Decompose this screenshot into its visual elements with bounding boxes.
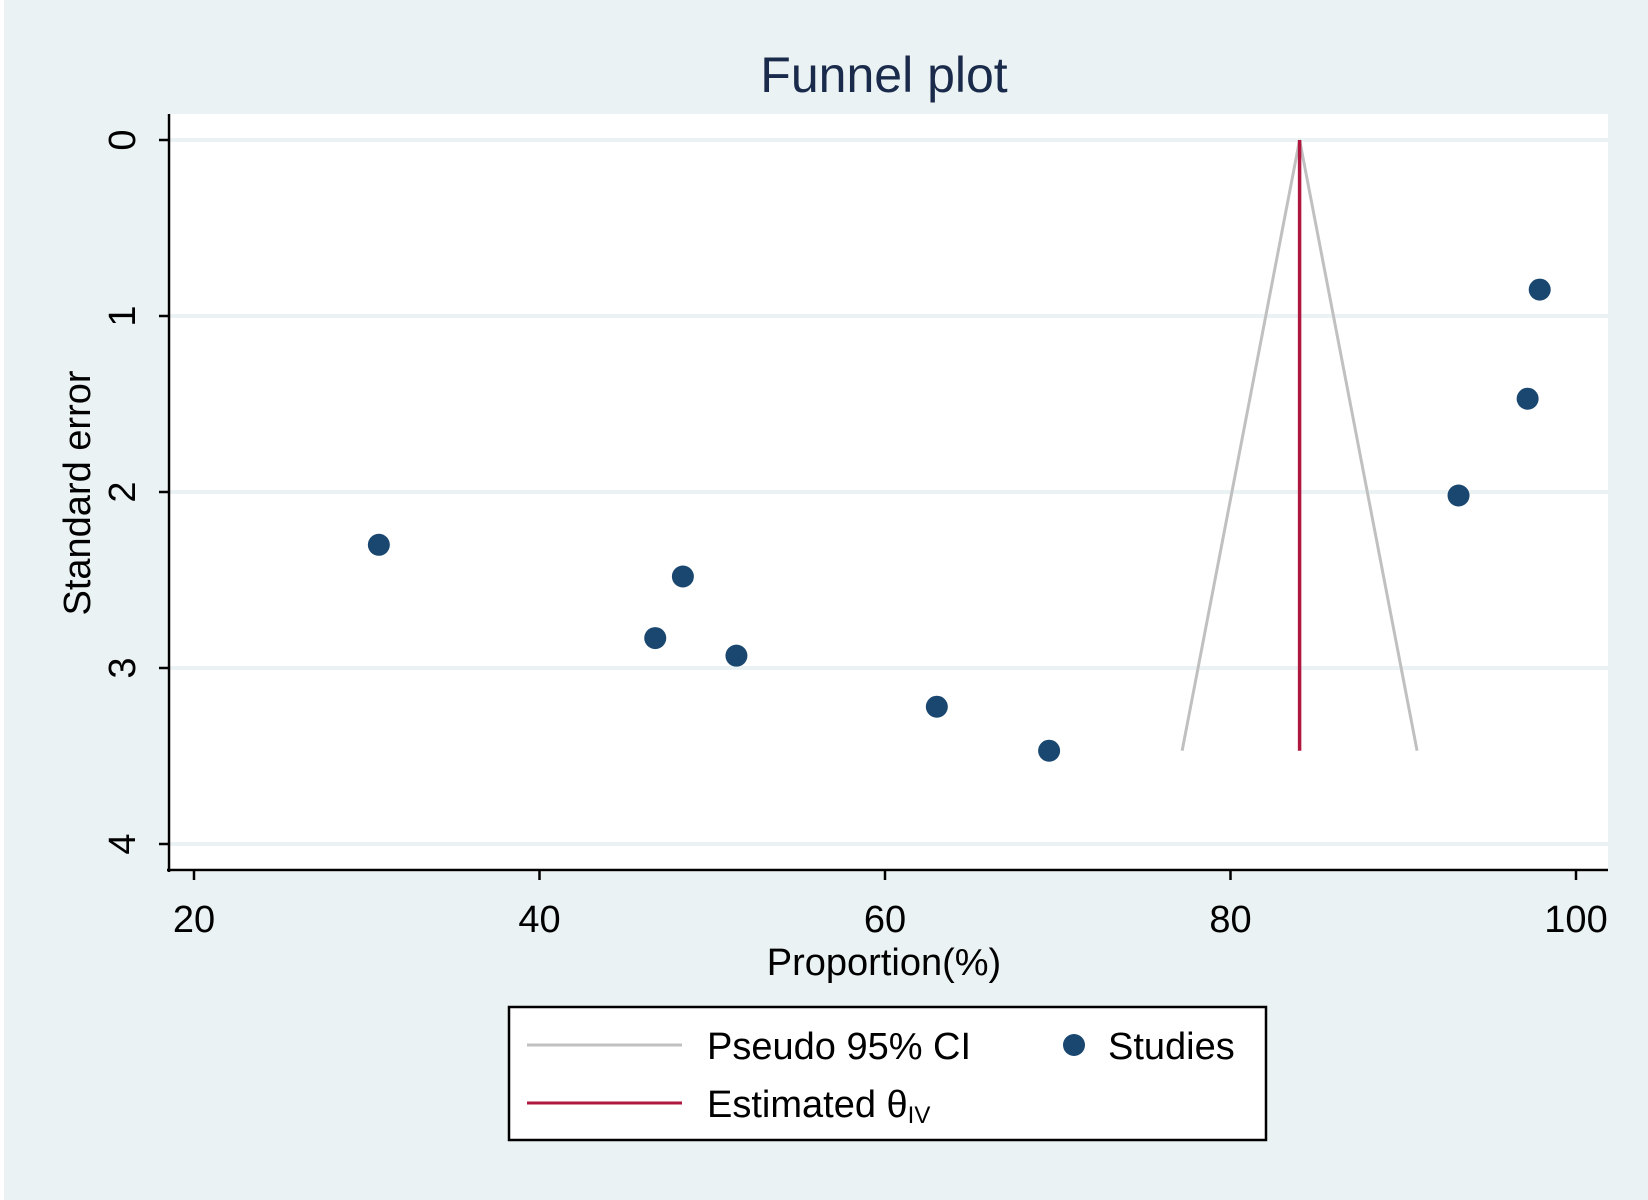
study-point-7 — [1516, 387, 1539, 410]
x-axis-label: Proportion(%) — [767, 942, 1001, 984]
legend-studies-swatch — [1063, 1034, 1085, 1056]
legend-estimate-subscript: IV — [908, 1102, 931, 1129]
y-tick-label-3: 3 — [102, 657, 144, 678]
x-tick-label-0: 20 — [173, 899, 215, 941]
chart-frame: Funnel plot 20 40 60 80 100 0 1 2 3 4 Proportion… — [4, 0, 1648, 1200]
y-ticks: 0 1 2 3 4 — [102, 129, 169, 855]
x-tick-label-1: 40 — [518, 899, 560, 941]
y-tick-label-1: 1 — [102, 305, 144, 326]
study-point-4 — [925, 695, 948, 718]
y-tick-label-0: 0 — [102, 129, 144, 150]
study-point-8 — [1528, 278, 1551, 301]
legend-ci-label: Pseudo 95% CI — [707, 1026, 971, 1068]
study-point-6 — [1447, 484, 1470, 507]
legend: Pseudo 95% CI Studies Estimated θIV — [507, 1005, 1268, 1142]
study-point-1 — [671, 565, 694, 588]
legend-box — [507, 1005, 1268, 1142]
study-point-0 — [367, 533, 390, 556]
x-tick-label-2: 60 — [864, 899, 906, 941]
x-tick-label-3: 80 — [1209, 899, 1251, 941]
y-tick-label-2: 2 — [102, 481, 144, 502]
legend-estimate-label: Estimated θIV — [707, 1084, 930, 1129]
x-ticks: 20 40 60 80 100 — [173, 870, 1608, 941]
ci-line-left — [1180, 139, 1302, 752]
legend-studies-label: Studies — [1108, 1026, 1235, 1068]
study-points — [367, 278, 1551, 762]
ci-lines — [1180, 139, 1419, 752]
legend-estimate-text: Estimated θ — [707, 1084, 908, 1126]
chart-title: Funnel plot — [760, 47, 1007, 103]
study-point-3 — [725, 644, 748, 667]
x-tick-label-4: 100 — [1544, 899, 1607, 941]
ci-line-right — [1298, 139, 1419, 752]
y-tick-label-4: 4 — [102, 833, 144, 854]
study-point-2 — [644, 627, 667, 650]
funnel-plot: Funnel plot 20 40 60 80 100 0 1 2 3 4 Proportion… — [57, 47, 1608, 1142]
study-point-5 — [1038, 739, 1061, 762]
y-axis-label: Standard error — [57, 370, 99, 615]
